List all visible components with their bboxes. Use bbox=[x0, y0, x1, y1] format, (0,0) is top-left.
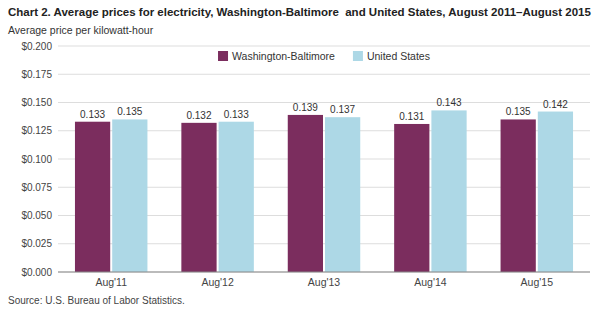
grid-line bbox=[58, 74, 590, 75]
data-label: 0.131 bbox=[399, 111, 424, 122]
bar bbox=[219, 122, 254, 272]
data-label: 0.133 bbox=[80, 109, 105, 120]
y-tick-label: $0.200 bbox=[21, 41, 52, 52]
bar bbox=[112, 119, 147, 272]
data-label: 0.143 bbox=[437, 97, 462, 108]
bars bbox=[75, 110, 573, 272]
chart: Chart 2. Average prices for electricity,… bbox=[0, 0, 600, 310]
bar bbox=[394, 124, 429, 272]
data-label: 0.137 bbox=[330, 104, 355, 115]
x-tick-label: Aug'11 bbox=[95, 276, 127, 288]
grid-line bbox=[58, 102, 590, 103]
bar bbox=[75, 122, 110, 272]
x-tick-label: Aug'14 bbox=[414, 276, 447, 288]
y-tick-label: $0.125 bbox=[21, 125, 52, 136]
data-label: 0.132 bbox=[186, 110, 211, 121]
y-tick-label: $0.025 bbox=[21, 238, 52, 249]
x-tick-label: Aug'13 bbox=[308, 276, 341, 288]
bar bbox=[431, 110, 466, 272]
bar bbox=[538, 112, 573, 272]
x-axis-line bbox=[58, 272, 590, 273]
data-label: 0.142 bbox=[543, 99, 568, 110]
bar bbox=[181, 123, 216, 272]
data-label: 0.133 bbox=[224, 109, 249, 120]
legend-label: Washington-Baltimore bbox=[232, 50, 335, 62]
bar bbox=[288, 115, 323, 272]
source: Source: U.S. Bureau of Labor Statistics. bbox=[8, 295, 185, 306]
legend-swatch bbox=[353, 51, 363, 61]
legend: Washington-Baltimore United States bbox=[218, 50, 430, 62]
legend-label: United States bbox=[367, 50, 430, 62]
grid-line bbox=[58, 46, 590, 47]
y-tick-label: $0.050 bbox=[21, 210, 52, 221]
y-tick-label: $0.100 bbox=[21, 154, 52, 165]
y-grid bbox=[58, 46, 590, 272]
data-labels: 0.133 0.132 0.139 0.131 0.135 0.135 0.133 0.137… bbox=[80, 97, 568, 122]
x-tick-label: Aug'12 bbox=[201, 276, 234, 288]
title: Chart 2. Average prices for electricity,… bbox=[8, 6, 591, 18]
y-axis-label: Average price per kilowatt-hour bbox=[8, 24, 154, 36]
y-tick-label: $0.000 bbox=[21, 267, 52, 278]
y-tick-label: $0.075 bbox=[21, 182, 52, 193]
y-tick-label: $0.175 bbox=[21, 69, 52, 80]
bar bbox=[501, 119, 536, 272]
data-label: 0.135 bbox=[117, 106, 142, 117]
title-line: Chart 2. Average prices for electricity,… bbox=[8, 6, 591, 18]
grid-line bbox=[58, 272, 590, 273]
data-label: 0.139 bbox=[293, 102, 318, 113]
y-tick-label: $0.150 bbox=[21, 97, 52, 108]
bar bbox=[325, 117, 360, 272]
data-label: 0.135 bbox=[506, 106, 531, 117]
x-tick-label: Aug'15 bbox=[521, 276, 554, 288]
legend-swatch bbox=[218, 51, 228, 61]
